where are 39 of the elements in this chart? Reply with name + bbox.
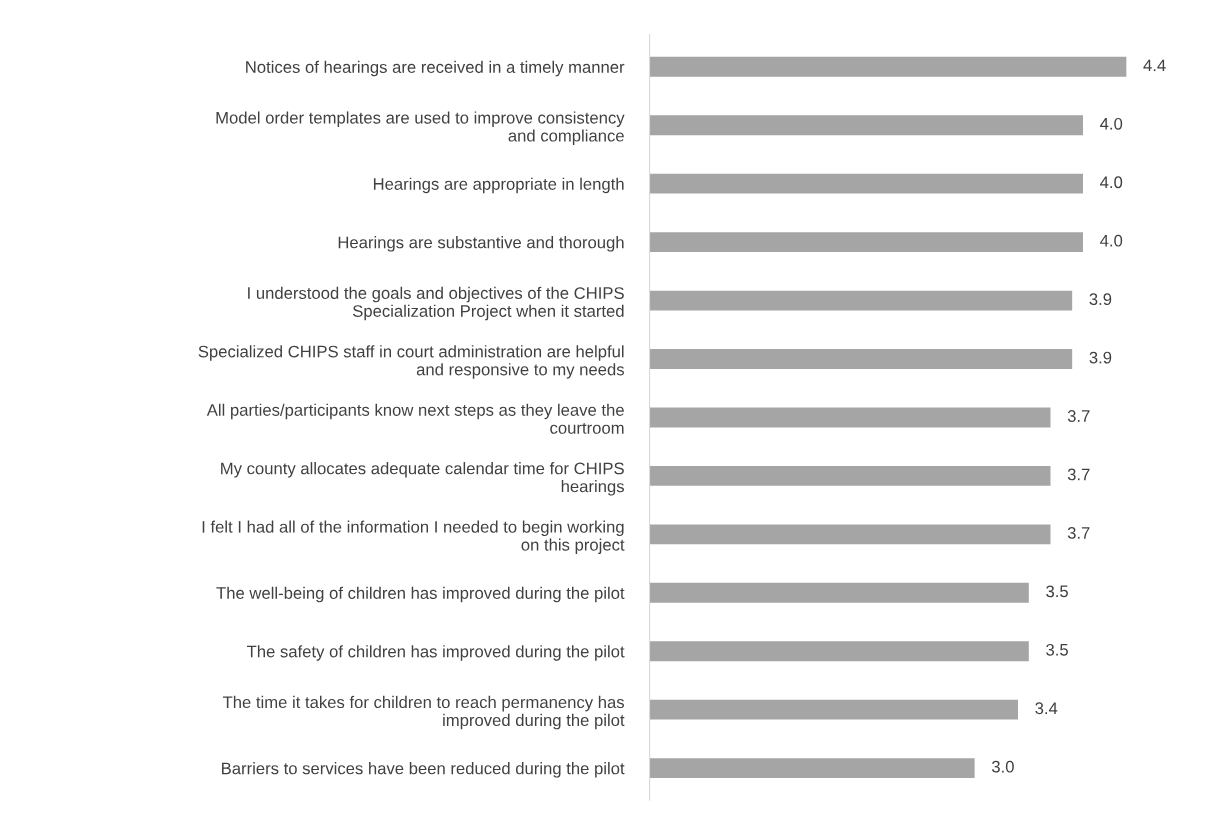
bar xyxy=(649,465,1051,486)
y-tick-label: Hearings are substantive and thorough xyxy=(338,236,624,252)
y-tick-label: My county allocates adequate calendar time for CHIPS hearings xyxy=(221,462,624,496)
data-label: 3.7 xyxy=(1067,410,1090,422)
data-label: 3.0 xyxy=(991,760,1014,773)
data-label: 3.7 xyxy=(1067,468,1090,481)
y-tick-label: The well-being of children has improved during the pilot xyxy=(216,586,625,603)
bar xyxy=(649,349,1073,369)
data-label: 4.4 xyxy=(1143,59,1166,72)
bar xyxy=(649,407,1051,428)
data-label: 3.5 xyxy=(1046,585,1068,598)
data-label: 4.0 xyxy=(1100,117,1123,130)
y-tick-label: Barriers to services have been reduced during the pilot xyxy=(222,762,625,778)
bar xyxy=(649,641,1029,662)
y-tick-label: I felt I had all of the information I needed to begin working on this project xyxy=(202,520,625,555)
bar xyxy=(649,232,1083,253)
y-tick-label: The safety of children has improved during the pilot xyxy=(246,645,625,661)
y-tick-label: Model order templates are used to improve consistency and compliance xyxy=(216,111,625,145)
data-label: 3.9 xyxy=(1089,351,1112,364)
data-label: 3.5 xyxy=(1046,643,1068,656)
bar xyxy=(649,582,1029,603)
bar xyxy=(649,56,1127,77)
bar xyxy=(649,524,1051,545)
data-label: 4.0 xyxy=(1100,234,1123,247)
y-tick-label: The time it takes for children to reach permanency has improved during the pilot xyxy=(222,695,625,730)
data-label: 4.0 xyxy=(1100,176,1123,189)
bar xyxy=(649,173,1083,194)
data-label: 3.4 xyxy=(1035,702,1058,715)
data-label: 3.7 xyxy=(1067,527,1090,539)
bar xyxy=(649,290,1073,311)
y-tick-label: All parties/participants know next steps as they leave the courtroom xyxy=(206,403,624,434)
data-label: 3.9 xyxy=(1089,293,1112,306)
bar xyxy=(649,758,975,779)
bar xyxy=(649,699,1018,720)
y-tick-label: Hearings are appropriate in length xyxy=(373,177,624,194)
y-tick-label: I understood the goals and objectives of the CHIPS Specialization Project when it started xyxy=(248,286,624,321)
y-tick-label: Notices of hearings are received in a timely manner xyxy=(246,60,625,77)
bar xyxy=(649,115,1083,136)
y-tick-label: Specialized CHIPS staff in court administration are helpful and responsive to my needs xyxy=(198,345,624,379)
